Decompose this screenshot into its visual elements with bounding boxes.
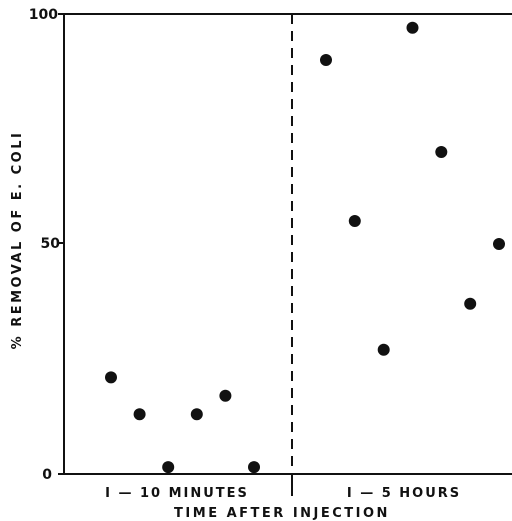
y-tick-label-100: 100 xyxy=(29,7,58,23)
data-point-hours-5 xyxy=(435,146,448,158)
data-point-hours-4 xyxy=(406,21,419,34)
group-label-minutes: I — 10 MINUTES xyxy=(105,486,249,501)
data-point-hours-1 xyxy=(320,54,332,66)
data-point-minutes-3 xyxy=(162,461,175,474)
data-point-hours-2 xyxy=(348,215,361,227)
data-points xyxy=(105,21,505,474)
data-point-minutes-1 xyxy=(105,371,117,384)
data-point-hours-7 xyxy=(493,238,505,250)
data-point-minutes-2 xyxy=(133,408,146,421)
group-label-hours: I — 5 HOURS xyxy=(347,486,461,501)
data-point-hours-3 xyxy=(377,343,390,356)
y-tick-label-50: 50 xyxy=(41,236,61,252)
data-point-minutes-5 xyxy=(219,389,232,402)
x-axis-title: TIME AFTER INJECTION xyxy=(174,506,390,521)
y-axis-title: % REMOVAL OF E. COLI xyxy=(10,131,25,350)
data-point-minutes-6 xyxy=(248,461,260,474)
data-point-minutes-4 xyxy=(190,408,203,421)
y-tick-label-0: 0 xyxy=(42,467,52,483)
data-point-hours-6 xyxy=(464,297,477,310)
